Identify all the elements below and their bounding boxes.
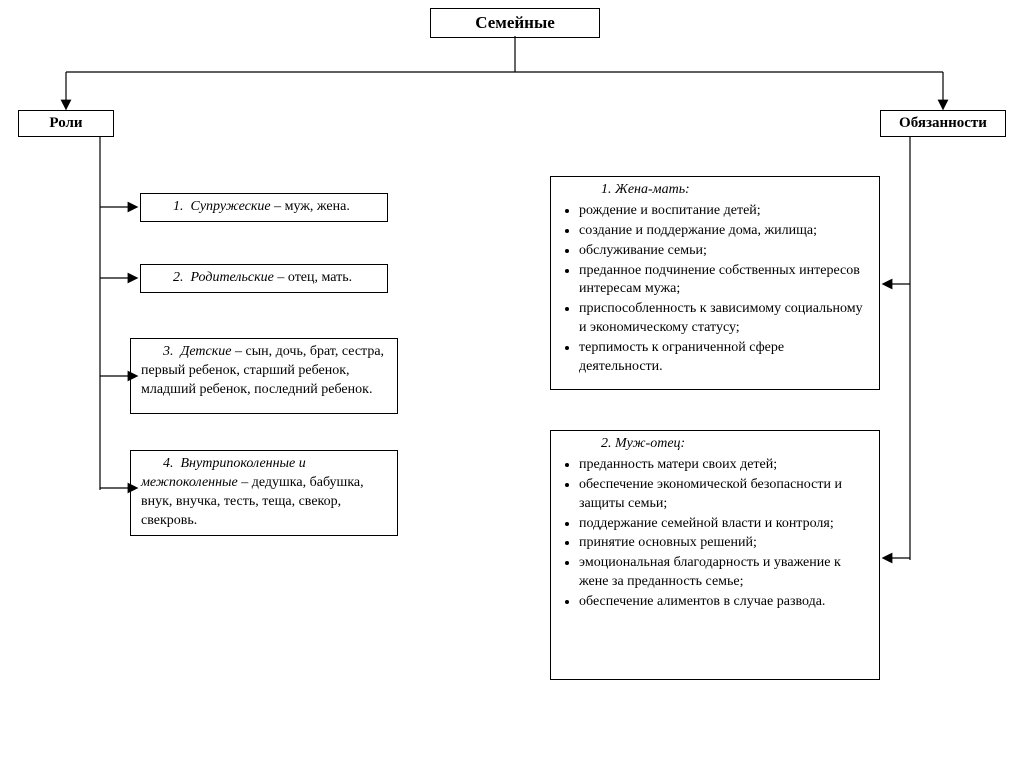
role-rest: – муж, жена. bbox=[271, 199, 350, 214]
role-num: 1. bbox=[173, 199, 191, 214]
branch-duties: Обязанности bbox=[880, 110, 1006, 137]
role-name: Детские bbox=[181, 344, 232, 359]
branch-duties-label: Обязанности bbox=[899, 115, 987, 131]
duty-item: преданность матери своих детей; bbox=[579, 456, 869, 475]
duty-item: обслуживание семьи; bbox=[579, 242, 869, 261]
branch-roles: Роли bbox=[18, 110, 114, 137]
duty-item: поддержание семейной власти и контроля; bbox=[579, 515, 869, 534]
duty-item: принятие основных решений; bbox=[579, 534, 869, 553]
role-num: 2. bbox=[173, 270, 191, 285]
branch-roles-label: Роли bbox=[49, 115, 82, 131]
root-title: Семейные bbox=[475, 13, 555, 32]
duty-item: преданное подчинение собственных интерес… bbox=[579, 262, 869, 300]
duty-box: 2. Муж-отец: преданность матери своих дет… bbox=[550, 430, 880, 680]
duty-item: создание и поддержание дома, жилища; bbox=[579, 222, 869, 241]
role-box: 2. Родительские – отец, мать. bbox=[140, 264, 388, 293]
duty-item: терпимость к ограниченной сфере деятельн… bbox=[579, 339, 869, 377]
duty-header: 2. Муж-отец: bbox=[601, 436, 685, 451]
role-box: 1. Супружеские – муж, жена. bbox=[140, 193, 388, 222]
role-name: Родительские bbox=[191, 270, 274, 285]
duty-item: приспособленность к зависимому социально… bbox=[579, 300, 869, 338]
duty-item: обеспечение алиментов в случае развода. bbox=[579, 593, 869, 612]
root-node: Семейные bbox=[430, 8, 600, 38]
duty-header: 1. Жена-мать: bbox=[601, 182, 690, 197]
role-name: Супружеские bbox=[191, 199, 271, 214]
role-rest: – отец, мать. bbox=[274, 270, 352, 285]
duty-item: обеспечение экономической безопасности и… bbox=[579, 476, 869, 514]
role-num: 3. bbox=[163, 344, 181, 359]
role-num: 4. bbox=[163, 456, 181, 471]
role-box: 3. Детские – сын, дочь, брат, сестра, пе… bbox=[130, 338, 398, 414]
role-box: 4. Внутрипоколенные и межпоколенные – де… bbox=[130, 450, 398, 536]
duty-item: рождение и воспитание детей; bbox=[579, 202, 869, 221]
duty-item: эмоциональная благодарность и уважение к… bbox=[579, 554, 869, 592]
duty-box: 1. Жена-мать: рождение и воспитание детей… bbox=[550, 176, 880, 390]
